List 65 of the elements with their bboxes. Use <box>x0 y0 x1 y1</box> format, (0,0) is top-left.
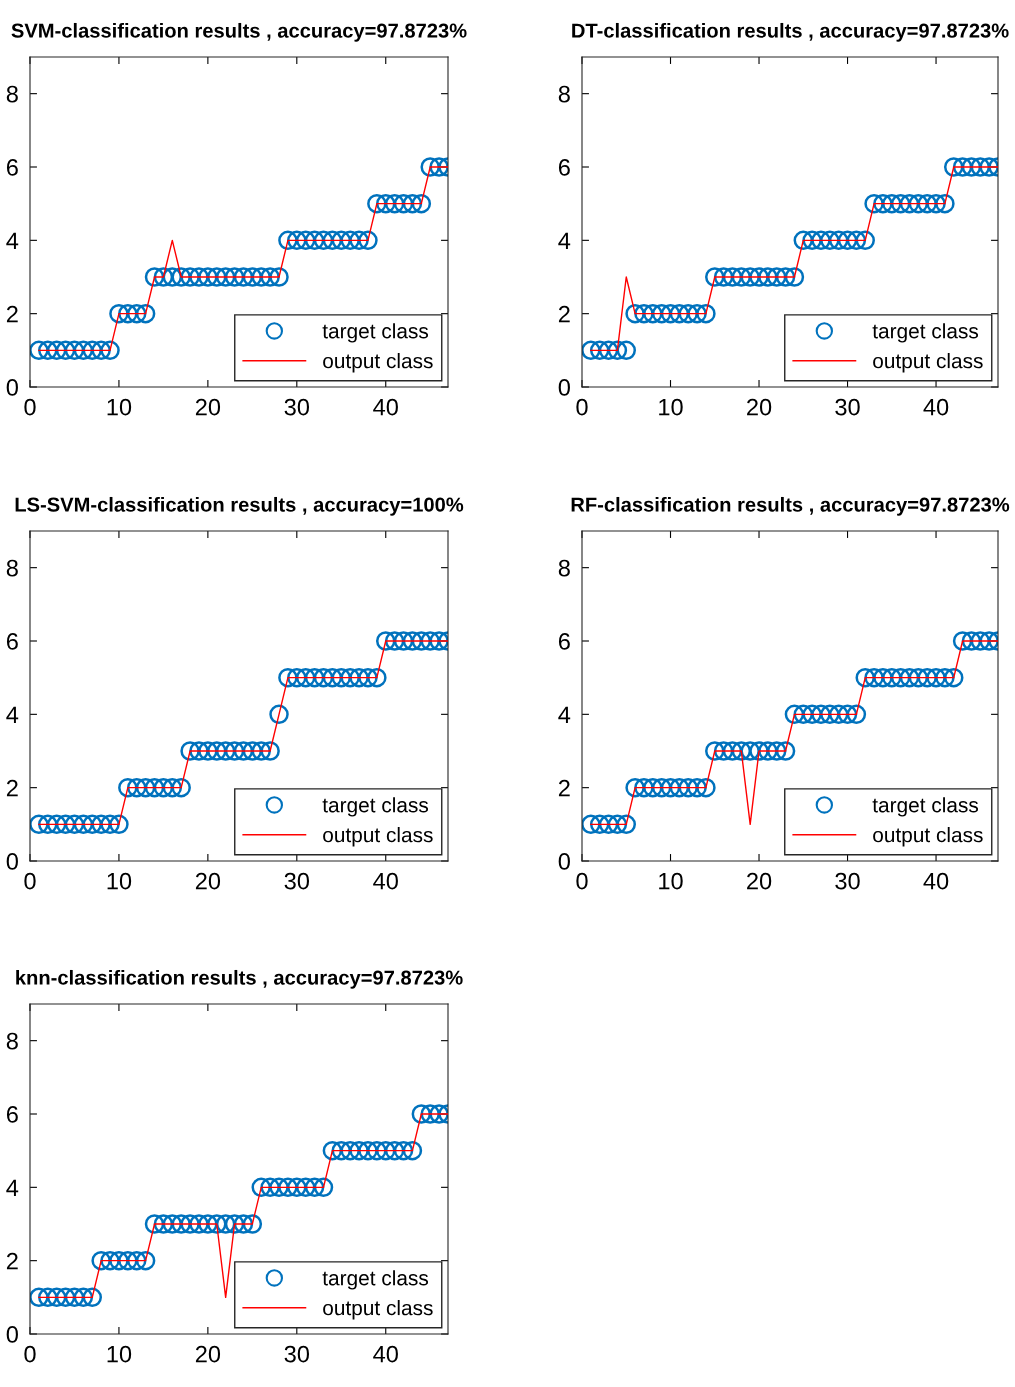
chart-title: LS-SVM-classification results , accuracy=100% <box>15 496 464 516</box>
legend-label: target class <box>322 1270 429 1290</box>
x-tick-label: 30 <box>284 1345 310 1363</box>
y-tick-label: 0 <box>6 853 18 870</box>
y-tick-label: 2 <box>6 1252 18 1270</box>
x-tick-label: 10 <box>659 872 683 890</box>
y-tick-label: 0 <box>558 853 570 870</box>
x-tick-label: 0 <box>576 398 588 416</box>
x-tick-label: 20 <box>195 1345 221 1363</box>
y-tick-label: 2 <box>558 305 570 323</box>
x-tick-label: 20 <box>195 398 221 416</box>
x-tick-label: 20 <box>747 398 772 416</box>
y-tick-label: 8 <box>6 559 18 577</box>
x-tick-label: 30 <box>835 872 860 890</box>
y-tick-label: 6 <box>6 633 18 650</box>
x-tick-label: 10 <box>107 872 132 890</box>
x-tick-label: 30 <box>284 398 310 416</box>
x-tick-label: 0 <box>24 1345 36 1363</box>
y-tick-label: 0 <box>6 1326 18 1343</box>
x-tick-label: 10 <box>659 398 683 416</box>
x-tick-label: 0 <box>24 872 36 890</box>
y-tick-label: 2 <box>6 779 18 797</box>
y-tick-label: 0 <box>558 379 570 396</box>
chart-title: DT-classification results , accuracy=97.8723% <box>572 22 1009 42</box>
y-tick-label: 4 <box>6 1179 19 1196</box>
chart-title: knn-classification results , accuracy=97.8723% <box>16 969 463 989</box>
x-tick-label: 40 <box>923 872 949 890</box>
legend-label: target class <box>872 323 979 343</box>
y-tick-label: 4 <box>558 232 571 249</box>
legend-label: output class <box>873 827 983 847</box>
y-tick-label: 4 <box>6 232 19 249</box>
y-tick-label: 8 <box>6 1032 18 1050</box>
y-tick-label: 4 <box>558 706 571 723</box>
y-tick-label: 6 <box>558 159 570 176</box>
legend-label: target class <box>322 323 429 343</box>
x-tick-label: 40 <box>373 398 398 416</box>
x-tick-label: 10 <box>107 1345 132 1363</box>
y-tick-label: 6 <box>6 1106 18 1123</box>
x-tick-label: 10 <box>107 398 132 416</box>
y-tick-label: 2 <box>558 779 570 797</box>
legend-label: target class <box>322 797 429 817</box>
x-tick-label: 30 <box>835 398 860 416</box>
legend-label: output class <box>873 353 983 373</box>
x-tick-label: 20 <box>747 872 772 890</box>
legend-label: target class <box>872 797 979 817</box>
x-tick-label: 40 <box>923 398 949 416</box>
y-tick-label: 2 <box>6 305 18 323</box>
chart-title: SVM-classification results , accuracy=97.8723% <box>11 22 467 42</box>
x-tick-label: 0 <box>576 872 588 890</box>
y-tick-label: 8 <box>558 559 570 577</box>
y-tick-label: 6 <box>558 633 570 650</box>
y-tick-label: 8 <box>6 85 18 103</box>
legend-label: output class <box>323 1300 433 1320</box>
legend-label: output class <box>323 353 433 373</box>
legend-label: output class <box>323 827 433 847</box>
y-tick-label: 8 <box>558 85 570 103</box>
x-tick-label: 30 <box>284 872 310 890</box>
y-tick-label: 6 <box>6 159 18 176</box>
chart-title: RF-classification results , accuracy=97.8723% <box>571 496 1010 516</box>
x-tick-label: 0 <box>24 398 36 416</box>
y-tick-label: 0 <box>6 379 18 396</box>
x-tick-label: 40 <box>373 872 398 890</box>
x-tick-label: 20 <box>195 872 221 890</box>
x-tick-label: 40 <box>373 1345 398 1363</box>
y-tick-label: 4 <box>6 706 19 723</box>
